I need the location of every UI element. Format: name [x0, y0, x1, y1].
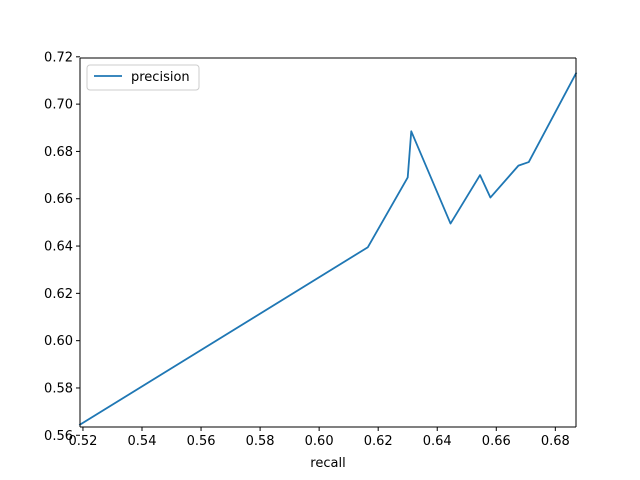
x-axis-title: recall [310, 456, 345, 471]
x-tick-label: 0.62 [364, 434, 393, 449]
series-line-precision [78, 72, 578, 426]
x-tick-label: 0.64 [423, 434, 452, 449]
y-tick-label: 0.58 [44, 381, 73, 396]
y-tick-label: 0.72 [44, 50, 73, 65]
x-tick-label: 0.60 [305, 434, 334, 449]
y-tick-label: 0.70 [44, 98, 73, 113]
legend-box [86, 64, 200, 91]
y-tick-label: 0.66 [44, 192, 73, 207]
axes-frame [79, 57, 577, 428]
x-tick-label: 0.66 [482, 434, 511, 449]
x-tick-label: 0.54 [128, 434, 157, 449]
x-tick-label: 0.58 [246, 434, 275, 449]
x-tick-label: 0.56 [187, 434, 216, 449]
y-axis-ticks: 0.56 0.58 0.60 0.62 0.64 0.66 0.68 0.70 0.72 [44, 50, 80, 444]
y-tick-label: 0.68 [44, 145, 73, 160]
x-axis-ticks: 0.52 0.54 0.56 0.58 0.60 0.62 0.64 0.66 0.68 [68, 427, 570, 449]
x-tick-label: 0.52 [68, 434, 97, 449]
y-tick-label: 0.64 [44, 240, 73, 255]
x-tick-label: 0.68 [541, 434, 570, 449]
legend: precision [86, 64, 200, 91]
y-tick-label: 0.60 [44, 334, 73, 349]
series-layer [78, 72, 578, 426]
y-tick-label: 0.56 [44, 429, 73, 444]
y-tick-label: 0.62 [44, 287, 73, 302]
legend-label-precision: precision [131, 70, 190, 85]
plot-area [80, 58, 576, 427]
